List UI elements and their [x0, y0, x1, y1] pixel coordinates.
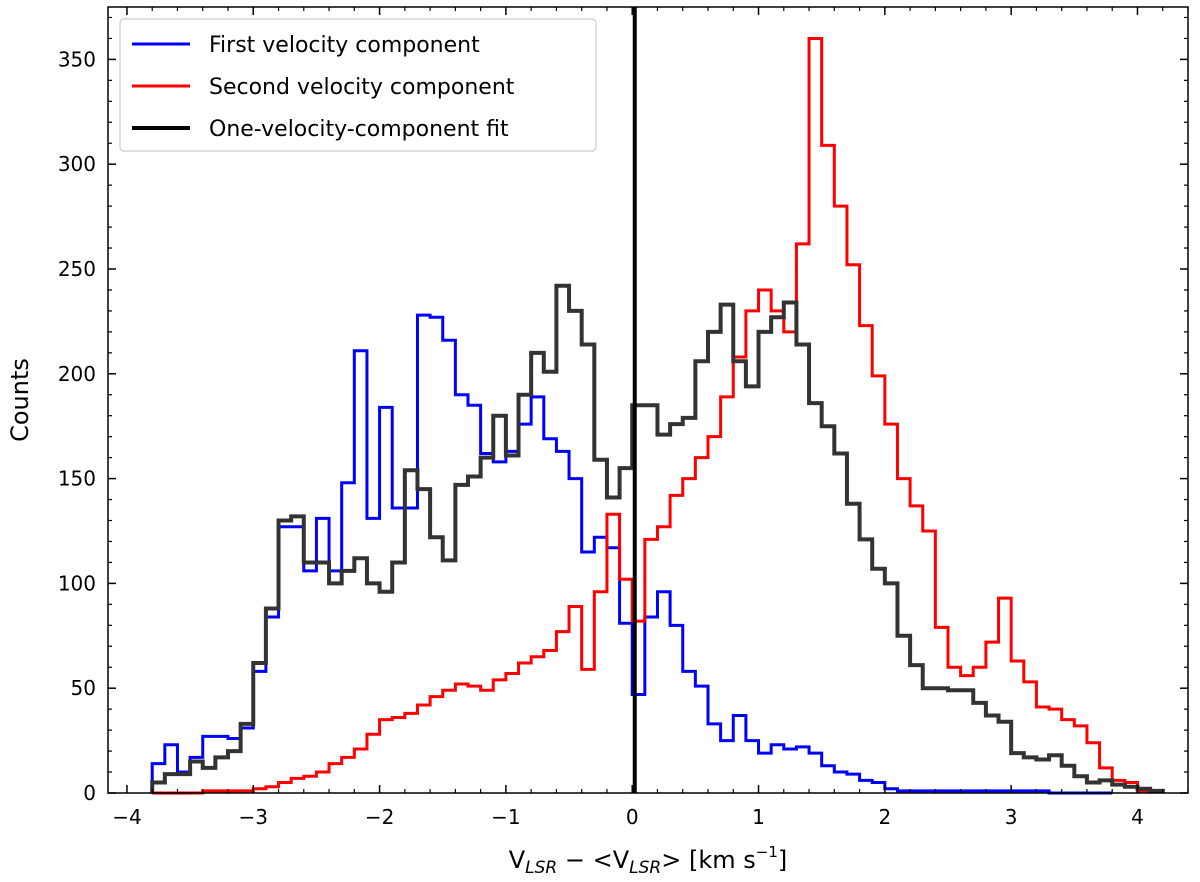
legend: First velocity component Second velocity…: [119, 18, 597, 152]
x-tick-label: −4: [112, 805, 141, 829]
legend-label-first: First velocity component: [209, 33, 480, 58]
x-tick-label: −2: [365, 805, 394, 829]
legend-box: [119, 18, 597, 152]
x-axis-title: VLSR − <VLSR> [km s−1]: [509, 843, 788, 878]
x-tick-label: 2: [878, 805, 891, 829]
y-axis-title: Counts: [6, 358, 34, 442]
x-tick-label: 1: [752, 805, 765, 829]
y-tick-label: 250: [58, 257, 96, 281]
y-tick-label: 150: [58, 467, 96, 491]
x-tick-label: −3: [239, 805, 268, 829]
x-tick-label: 0: [626, 805, 639, 829]
x-tick-label: 4: [1131, 805, 1144, 829]
series-second-velocity-component: [152, 36, 1152, 795]
axis-ticks: −4 −3 −2 −1 0 1 2 3 4 0 50 100 150 200 250 300 350: [58, 7, 1189, 829]
x-tick-label: 3: [1005, 805, 1018, 829]
y-tick-label: 200: [58, 362, 96, 386]
x-tick-label: −1: [491, 805, 520, 829]
plot-frame: [107, 6, 1189, 794]
series-layer: [150, 36, 1165, 795]
y-tick-label: 350: [58, 47, 96, 71]
series-one-velocity-component-fit: [150, 283, 1165, 793]
legend-label-second: Second velocity component: [209, 75, 515, 100]
legend-label-fit: One-velocity-component fit: [209, 117, 509, 142]
y-tick-label: 100: [58, 571, 96, 595]
y-tick-label: 300: [58, 152, 96, 176]
y-tick-label: 50: [71, 676, 96, 700]
series-first-velocity-component: [150, 313, 1113, 795]
y-tick-label: 0: [83, 781, 96, 805]
